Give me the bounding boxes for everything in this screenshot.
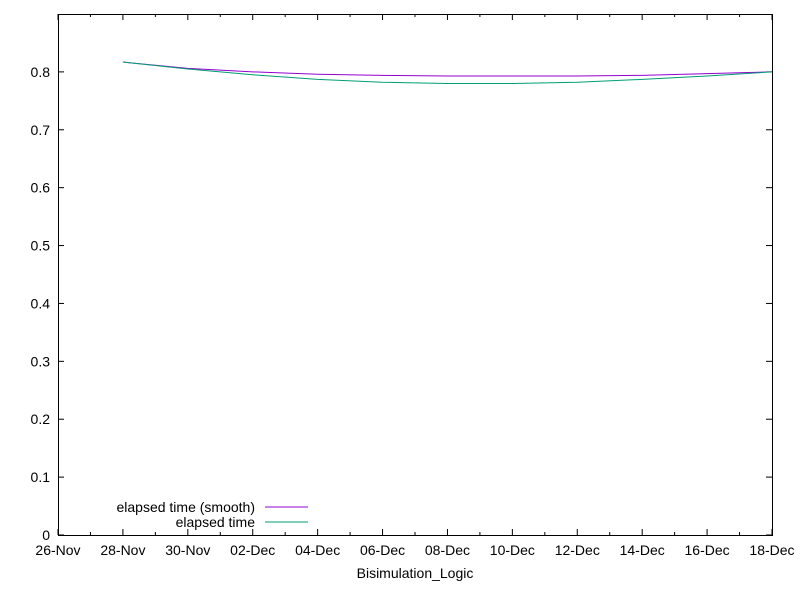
x-tick-label: 18-Dec bbox=[749, 542, 794, 558]
x-axis-label: Bisimulation_Logic bbox=[357, 565, 474, 581]
series-layer bbox=[122, 61, 773, 84]
y-tick-label: 0.7 bbox=[31, 122, 51, 138]
x-tick-label: 16-Dec bbox=[685, 542, 730, 558]
y-tick-label: 0 bbox=[42, 527, 50, 543]
plot-frame bbox=[58, 14, 773, 536]
series-line-0 bbox=[122, 61, 773, 77]
y-axis: 0 0.1 0.2 0.3 0.4 0.5 0.6 0.7 0.8 bbox=[31, 64, 772, 543]
x-axis: 26-Nov 28-Nov 30-Nov 02-Dec 04-Dec 06-Dec 08-D… bbox=[35, 14, 795, 558]
legend-label: elapsed time (smooth) bbox=[116, 499, 255, 515]
y-tick-label: 0.3 bbox=[31, 353, 51, 369]
legend: elapsed time (smooth)elapsed time bbox=[116, 499, 308, 530]
x-tick-label: 14-Dec bbox=[620, 542, 665, 558]
y-tick-label: 0.2 bbox=[31, 411, 51, 427]
x-tick-label: 08-Dec bbox=[425, 542, 470, 558]
x-tick-label: 04-Dec bbox=[295, 542, 340, 558]
x-tick-label: 02-Dec bbox=[230, 542, 275, 558]
legend-label: elapsed time bbox=[176, 514, 256, 530]
x-tick-label: 06-Dec bbox=[360, 542, 405, 558]
x-tick-label: 30-Nov bbox=[165, 542, 210, 558]
x-tick-label: 28-Nov bbox=[100, 542, 145, 558]
y-tick-label: 0.8 bbox=[31, 64, 51, 80]
x-tick-label: 12-Dec bbox=[555, 542, 600, 558]
series-line-1 bbox=[122, 61, 773, 84]
x-tick-label: 26-Nov bbox=[35, 542, 80, 558]
y-tick-label: 0.6 bbox=[31, 180, 51, 196]
y-tick-label: 0.4 bbox=[31, 295, 51, 311]
y-tick-label: 0.5 bbox=[31, 238, 51, 254]
y-tick-label: 0.1 bbox=[31, 469, 51, 485]
x-tick-label: 10-Dec bbox=[490, 542, 535, 558]
